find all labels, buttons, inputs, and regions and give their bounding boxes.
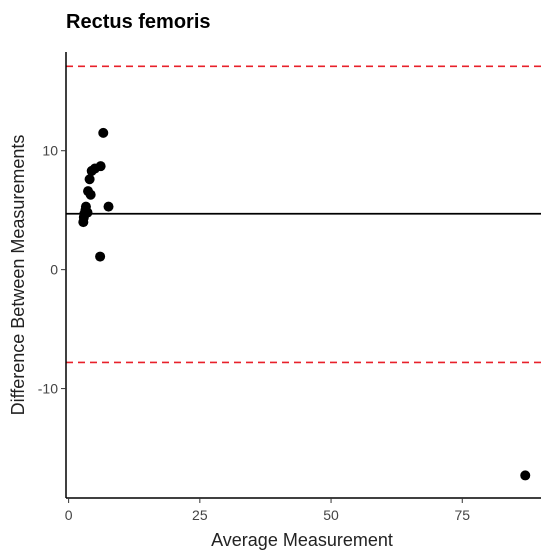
x-tick-label: 0	[65, 507, 73, 523]
data-point	[95, 251, 106, 262]
data-point	[95, 161, 106, 172]
x-axis-label: Average Measurement	[211, 530, 393, 550]
y-tick-label: -10	[38, 381, 58, 397]
data-point	[84, 174, 95, 185]
y-axis-label: Difference Between Measurements	[8, 135, 28, 416]
y-axis-ticks: -10 0 10	[38, 143, 66, 397]
data-point	[98, 127, 109, 138]
y-tick-label: 10	[42, 143, 58, 159]
data-point	[520, 470, 531, 481]
x-tick-label: 50	[323, 507, 339, 523]
data-point	[103, 201, 114, 212]
data-point	[85, 189, 96, 200]
x-tick-label: 25	[192, 507, 208, 523]
chart-title: Rectus femoris	[66, 11, 211, 33]
x-tick-label: 75	[454, 507, 470, 523]
data-points	[78, 127, 531, 481]
reference-lines	[66, 65, 541, 364]
y-tick-label: 0	[50, 262, 58, 278]
x-axis-ticks: 0 25 50 75	[65, 498, 470, 523]
data-point	[80, 201, 91, 212]
